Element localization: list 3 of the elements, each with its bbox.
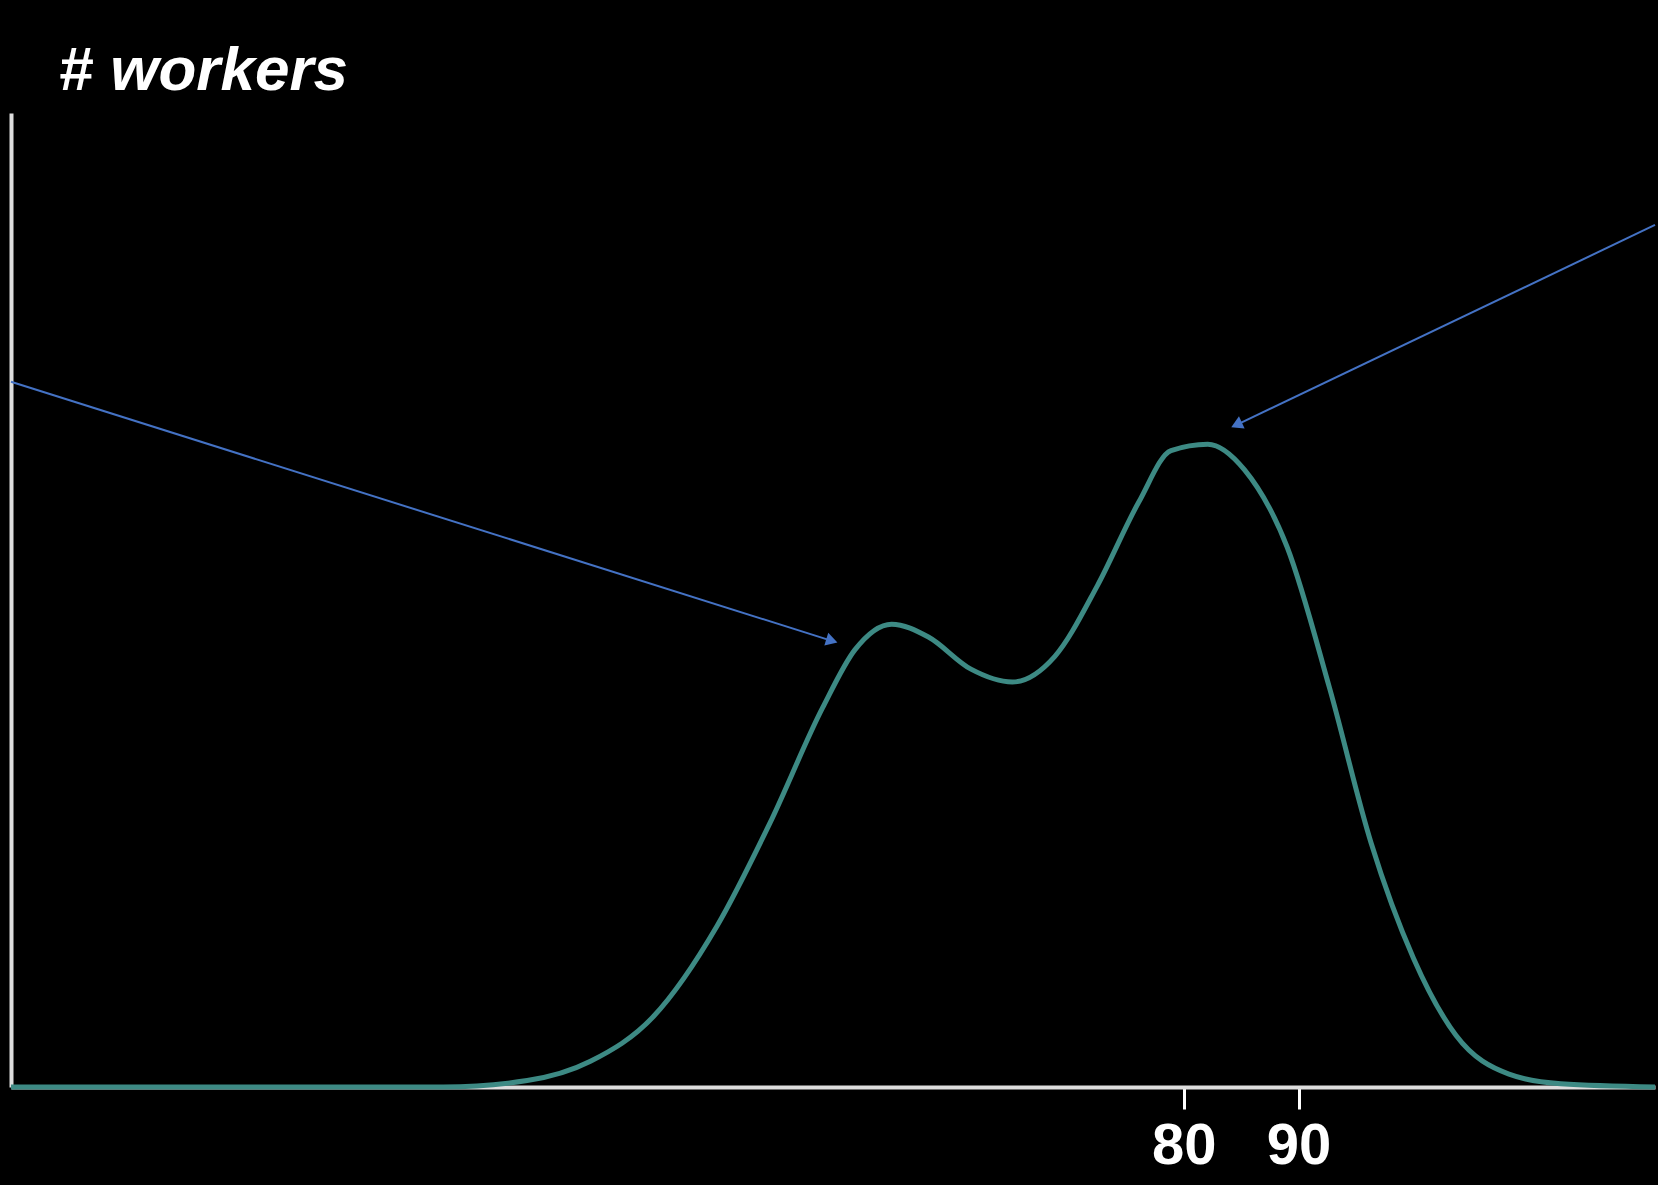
text: # workers — [58, 34, 349, 103]
x-tick-label: 80 — [1151, 1110, 1217, 1176]
x-tick-label: 90 — [1266, 1110, 1332, 1176]
